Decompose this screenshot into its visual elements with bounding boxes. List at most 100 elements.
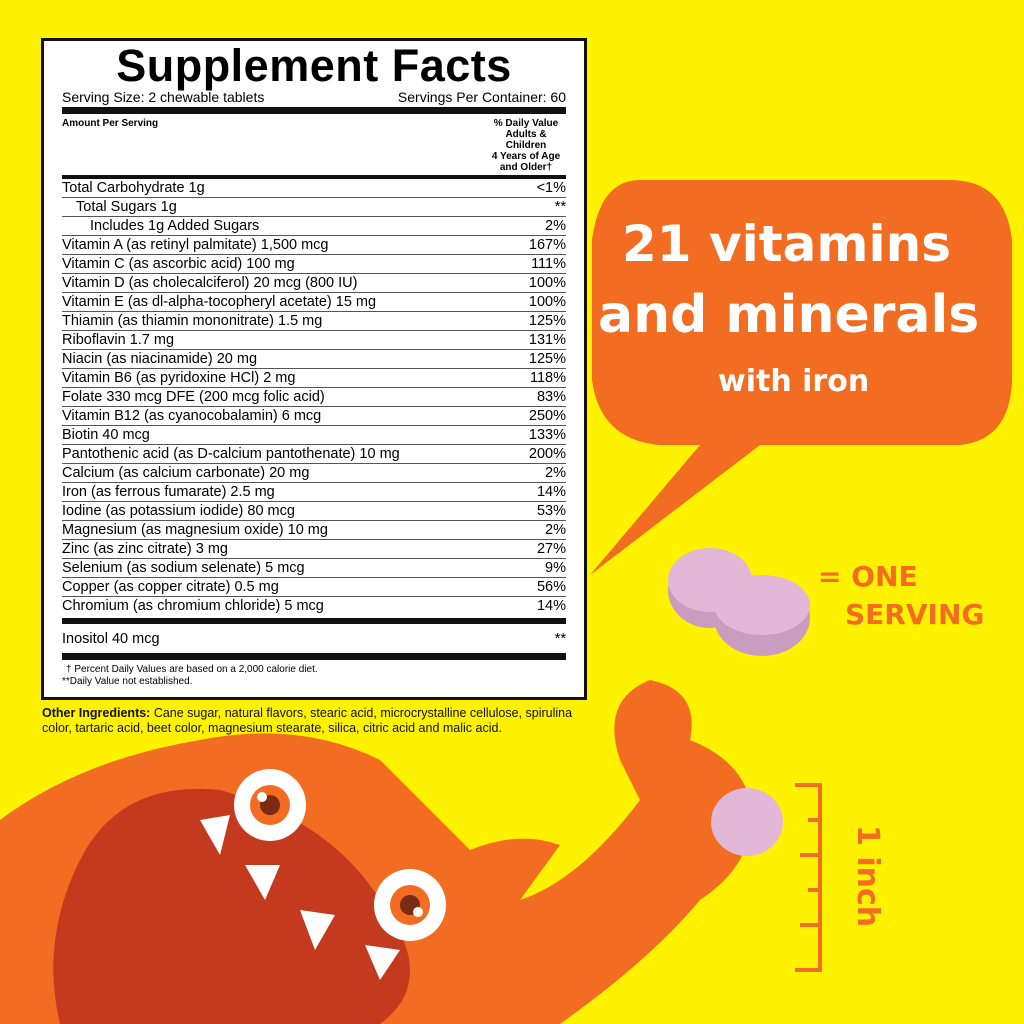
serving-info: Serving Size: 2 chewable tablets Serving… (62, 89, 566, 105)
other-ingredients: Other Ingredients: Cane sugar, natural f… (42, 706, 602, 736)
table-row: Calcium (as calcium carbonate) 20 mg 2% (62, 464, 566, 483)
monster-eye (234, 769, 306, 841)
nutrient-name: Zinc (as zinc citrate) 3 mg (62, 541, 228, 557)
nutrient-dv: 14% (536, 484, 566, 500)
nutrient-dv: 27% (536, 541, 566, 557)
ingredients-label: Other Ingredients: (42, 706, 151, 720)
nutrient-name: Vitamin B12 (as cyanocobalamin) 6 mcg (62, 408, 322, 424)
table-row: Magnesium (as magnesium oxide) 10 mg 2% (62, 521, 566, 540)
nutrient-dv: ** (554, 631, 566, 647)
monster-teeth (200, 815, 400, 980)
nutrient-name: Magnesium (as magnesium oxide) 10 mg (62, 522, 328, 538)
tablet-icon (711, 788, 783, 856)
nutrient-dv: <1% (536, 180, 566, 196)
nutrient-name: Pantothenic acid (as D-calcium pantothen… (62, 446, 400, 462)
nutrient-name: Includes 1g Added Sugars (90, 218, 260, 234)
tablets-icon (668, 548, 810, 656)
nutrient-dv: 100% (528, 294, 566, 310)
bubble-line-1: 21 vitamins (622, 215, 951, 273)
nutrient-dv: ** (554, 199, 566, 215)
nutrient-name: Total Sugars 1g (76, 199, 177, 215)
amount-header: Amount Per Serving (62, 118, 159, 129)
nutrient-dv: 83% (536, 389, 566, 405)
nutrient-name: Copper (as copper citrate) 0.5 mg (62, 579, 279, 595)
serving-line-2: SERVING (845, 598, 985, 631)
footnote: **Daily Value not established. (62, 676, 193, 687)
nutrient-dv: 2% (545, 218, 566, 234)
nutrient-dv: 111% (531, 256, 566, 272)
serving-line-1: = ONE (818, 560, 918, 593)
nutrient-dv: 200% (528, 446, 566, 462)
table-row: Selenium (as sodium selenate) 5 mcg 9% (62, 559, 566, 578)
nutrient-dv: 2% (545, 522, 566, 538)
table-row: Vitamin B6 (as pyridoxine HCl) 2 mg 118% (62, 369, 566, 388)
table-row: Copper (as copper citrate) 0.5 mg 56% (62, 578, 566, 597)
nutrient-dv: 53% (536, 503, 566, 519)
nutrient-dv: 2% (545, 465, 566, 481)
table-row: Includes 1g Added Sugars 2% (62, 217, 566, 236)
divider (62, 618, 566, 624)
nutrient-dv: 125% (528, 351, 566, 367)
nutrient-name: Folate 330 mcg DFE (200 mcg folic acid) (62, 389, 325, 405)
nutrient-name: Total Carbohydrate 1g (62, 180, 205, 196)
ingredients-text: Cane sugar, natural flavors, stearic aci… (42, 706, 573, 735)
servings-per-container: Servings Per Container: 60 (397, 89, 566, 105)
table-header: Amount Per Serving % Daily Value Adults … (62, 118, 566, 173)
nutrient-name: Riboflavin 1.7 mg (62, 332, 175, 348)
ruler-icon (795, 783, 822, 972)
table-row: Chromium (as chromium chloride) 5 mcg 14% (62, 597, 566, 616)
table-row: Inositol 40 mcg ** (62, 630, 566, 649)
table-row: Total Carbohydrate 1g <1% (62, 179, 566, 198)
nutrient-name: Niacin (as niacinamide) 20 mg (62, 351, 258, 367)
table-row: Vitamin A (as retinyl palmitate) 1,500 m… (62, 236, 566, 255)
dv-header-line: and Older† (499, 162, 553, 173)
dv-header-line: 4 Years of Age (491, 151, 561, 162)
table-row: Niacin (as niacinamide) 20 mg 125% (62, 350, 566, 369)
supplement-facts-panel: Supplement Facts Serving Size: 2 chewabl… (41, 38, 587, 700)
nutrient-name: Vitamin B6 (as pyridoxine HCl) 2 mg (62, 370, 296, 386)
nutrient-dv: 118% (529, 370, 566, 386)
nutrient-name: Biotin 40 mcg (62, 427, 150, 443)
table-row: Vitamin C (as ascorbic acid) 100 mg 111% (62, 255, 566, 274)
dv-header: % Daily Value Adults & Children 4 Years … (486, 118, 566, 173)
nutrient-name: Vitamin D (as cholecalciferol) 20 mcg (8… (62, 275, 358, 291)
nutrient-rows: Total Carbohydrate 1g <1% Total Sugars 1g *… (62, 179, 566, 616)
table-row: Iodine (as potassium iodide) 80 mcg 53% (62, 502, 566, 521)
divider (62, 653, 566, 660)
nutrient-name: Chromium (as chromium chloride) 5 mcg (62, 598, 324, 614)
nutrient-dv: 133% (528, 427, 566, 443)
table-row: Folate 330 mcg DFE (200 mcg folic acid) 8… (62, 388, 566, 407)
table-row: Vitamin B12 (as cyanocobalamin) 6 mcg 250… (62, 407, 566, 426)
dv-header-line: % Daily Value (493, 118, 559, 129)
serving-size: Serving Size: 2 chewable tablets (62, 89, 265, 105)
table-row: Zinc (as zinc citrate) 3 mg 27% (62, 540, 566, 559)
table-row: Vitamin E (as dl-alpha-tocopheryl acetat… (62, 293, 566, 312)
nutrient-dv: 250% (528, 408, 566, 424)
divider (62, 107, 566, 114)
nutrient-dv: 131% (528, 332, 566, 348)
nutrient-dv: 56% (536, 579, 566, 595)
nutrient-name: Inositol 40 mcg (62, 631, 160, 647)
size-label: 1 inch (850, 825, 885, 928)
nutrient-name: Selenium (as sodium selenate) 5 mcg (62, 560, 305, 576)
dv-header-line: Adults & Children (505, 129, 547, 151)
divider (62, 175, 566, 179)
bubble-line-3: with iron (718, 364, 870, 399)
nutrient-name: Iron (as ferrous fumarate) 2.5 mg (62, 484, 275, 500)
monster-eye (374, 869, 446, 941)
nutrient-dv: 167% (528, 237, 566, 253)
bubble-line-2: and minerals (598, 285, 980, 345)
nutrient-dv: 14% (536, 598, 566, 614)
table-row: Pantothenic acid (as D-calcium pantothen… (62, 445, 566, 464)
footnote: † Percent Daily Values are based on a 2,… (66, 664, 318, 675)
nutrient-dv: 9% (545, 560, 566, 576)
table-row: Riboflavin 1.7 mg 131% (62, 331, 566, 350)
nutrient-name: Vitamin E (as dl-alpha-tocopheryl acetat… (62, 294, 377, 310)
table-row: Thiamin (as thiamin mononitrate) 1.5 mg 1… (62, 312, 566, 331)
nutrient-name: Thiamin (as thiamin mononitrate) 1.5 mg (62, 313, 323, 329)
nutrient-name: Vitamin C (as ascorbic acid) 100 mg (62, 256, 295, 272)
nutrient-dv: 125% (528, 313, 566, 329)
nutrient-name: Vitamin A (as retinyl palmitate) 1,500 m… (62, 237, 329, 253)
monster-mouth (53, 788, 410, 1024)
